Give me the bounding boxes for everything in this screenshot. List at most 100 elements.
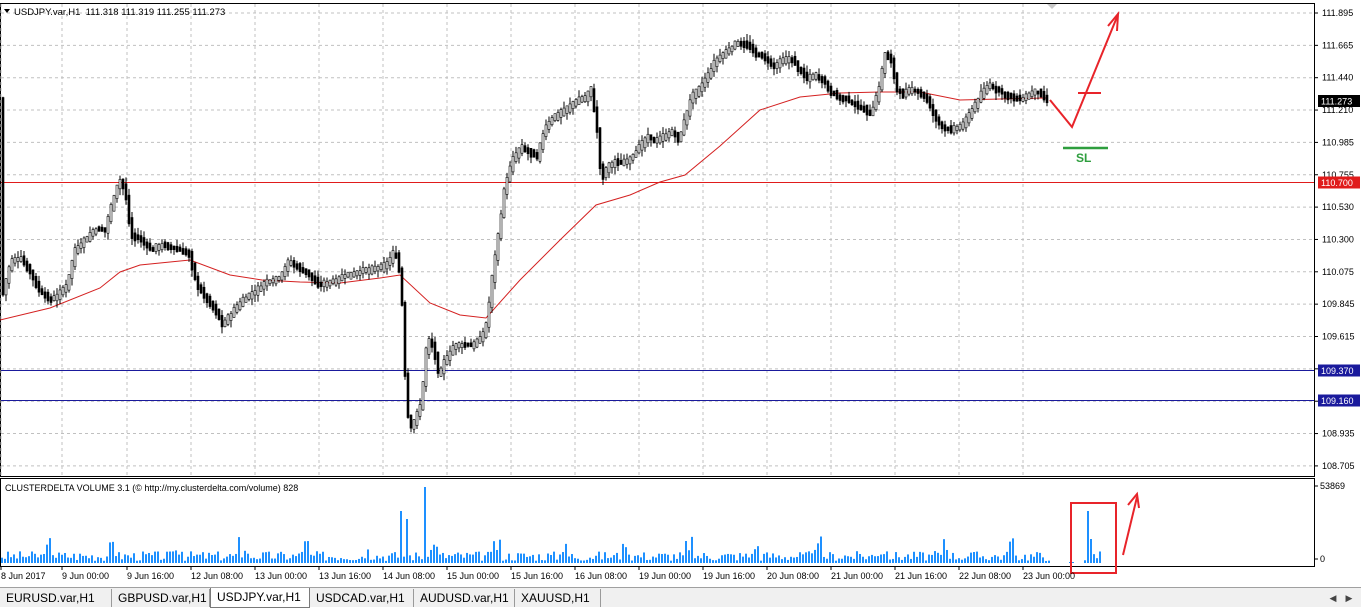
candle-body — [751, 43, 755, 54]
price-label: 111.895 — [1322, 8, 1353, 18]
candle-body — [625, 158, 629, 165]
candle-body — [835, 90, 839, 100]
candle-body — [397, 252, 401, 273]
chart-canvas[interactable]: SL USDJPY.var,H1 111.318 111.319 111.255 … — [0, 0, 1361, 587]
candle-body — [676, 131, 680, 143]
volume-bar — [220, 560, 222, 563]
candle-body — [529, 147, 533, 158]
candle-body — [970, 108, 974, 119]
candle-body — [754, 47, 758, 58]
tab-usdjpy[interactable]: USDJPY.var,H1 — [210, 588, 310, 608]
candle-body — [580, 96, 584, 103]
indicator-frame[interactable] — [0, 478, 1315, 567]
level-tag — [1318, 394, 1360, 407]
volume-bar — [886, 551, 888, 563]
volume-bar — [946, 549, 948, 563]
volume-bar — [784, 557, 786, 563]
volume-bar — [145, 554, 147, 563]
volume-bar — [112, 541, 114, 563]
volume-bar — [820, 536, 822, 563]
time-axis: 8 Jun 2017 9 Jun 00:00 9 Jun 16:00 12 Jun 0… — [0, 566, 1075, 581]
candle-body — [1033, 88, 1037, 96]
volume-bar — [172, 551, 174, 563]
volume-bar — [346, 559, 348, 563]
volume-bar — [88, 558, 90, 563]
tabs-scroll-left-icon[interactable]: ◀ — [1329, 593, 1337, 603]
candle-body — [478, 336, 482, 344]
candle-body — [556, 112, 560, 121]
candle-body — [187, 249, 191, 258]
volume-bar — [406, 519, 408, 563]
chart-menu-triangle-icon[interactable] — [4, 9, 10, 13]
volume-bar — [514, 560, 516, 563]
volume-bar — [130, 557, 132, 563]
volume-bar — [427, 556, 429, 563]
time-label: 23 Jun 00:00 — [1023, 571, 1075, 581]
chart-shift-marker-icon[interactable] — [1047, 4, 1057, 9]
candle-body — [619, 160, 623, 165]
volume-bar — [340, 558, 342, 563]
volume-bar — [361, 556, 363, 563]
candle-body — [139, 235, 143, 243]
volume-bar — [223, 558, 225, 563]
moving-average-line — [0, 91, 1047, 321]
volume-bar — [529, 556, 531, 563]
tabs-scroll-right-icon[interactable]: ▶ — [1345, 593, 1353, 603]
volume-bar — [850, 556, 852, 563]
candle-body — [532, 149, 536, 158]
volume-bar — [238, 537, 240, 563]
candle-body — [388, 257, 392, 266]
candle-body — [853, 101, 857, 108]
price-label: 108.935 — [1322, 429, 1355, 439]
tab-xauusd[interactable]: XAUUSD,H1 — [515, 589, 601, 607]
candle-body — [805, 71, 809, 82]
volume-bar — [256, 559, 258, 563]
candle-body — [28, 264, 32, 275]
candle-body — [802, 67, 806, 79]
candle-body — [268, 279, 272, 285]
candle-body — [841, 95, 845, 103]
volume-bar — [715, 560, 717, 563]
volume-bar — [730, 554, 732, 563]
volume-bar — [316, 551, 318, 563]
candle-body — [385, 261, 389, 270]
time-label: 21 Jun 00:00 — [831, 571, 883, 581]
main-chart-frame[interactable] — [0, 3, 1315, 477]
volume-bar — [232, 555, 234, 563]
volume-bar — [70, 557, 72, 563]
volume-bar — [367, 549, 369, 563]
volume-bar — [550, 554, 552, 563]
candle-body — [550, 117, 554, 126]
tab-gbpusd[interactable]: GBPUSD.var,H1 — [112, 589, 210, 607]
volume-bar — [184, 560, 186, 563]
volume-bar — [625, 547, 627, 563]
candle-body — [601, 163, 605, 180]
candle-body — [382, 261, 386, 273]
time-label: 15 Jun 16:00 — [511, 571, 563, 581]
volume-bar — [67, 557, 69, 563]
volume-bar — [601, 559, 603, 563]
tab-audusd[interactable]: AUDUSD.var,H1 — [414, 589, 515, 607]
candle-body — [10, 258, 14, 272]
candle-body — [895, 72, 899, 93]
candle-body — [13, 257, 17, 264]
price-label: 110.985 — [1322, 137, 1354, 147]
candle-body — [400, 267, 404, 306]
candle-body — [598, 127, 602, 170]
volume-bar — [703, 553, 705, 563]
candle-body — [463, 342, 467, 348]
candle-body — [376, 266, 380, 272]
candle-body — [607, 162, 611, 174]
tab-eurusd[interactable]: EURUSD.var,H1 — [0, 589, 112, 607]
candle-body — [169, 244, 173, 251]
volume-bar — [577, 558, 579, 563]
candle-body — [46, 291, 50, 302]
candle-body — [577, 96, 581, 106]
candle-body — [1018, 94, 1022, 102]
tab-usdcad[interactable]: USDCAD.var,H1 — [310, 589, 414, 607]
candle-body — [349, 272, 353, 280]
price-label: 110.755 — [1322, 170, 1354, 180]
volume-bar — [310, 554, 312, 563]
candle-body — [79, 242, 83, 249]
volume-bar — [253, 557, 255, 563]
